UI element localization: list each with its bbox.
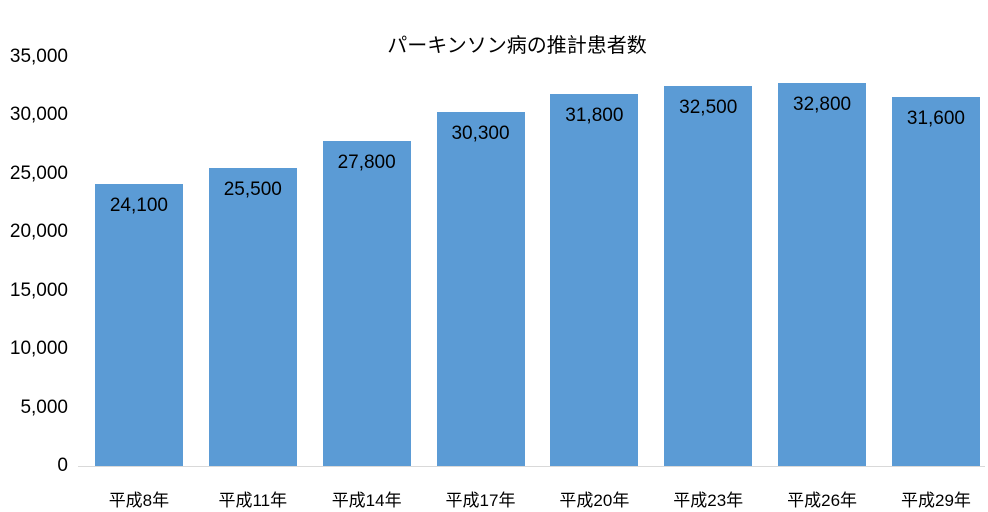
bar-2: 25,500 — [208, 168, 297, 466]
bar-4: 30,300 — [436, 111, 525, 466]
y-tick-label: 20,000 — [9, 221, 68, 243]
x-axis-line — [78, 466, 985, 467]
x-tick-label: 平成17年 — [445, 491, 516, 510]
x-tick-label: 平成20年 — [559, 491, 630, 510]
bar-value-label: 25,500 — [223, 179, 282, 200]
y-tick-label: 15,000 — [9, 279, 68, 301]
bar-value-label: 30,300 — [451, 122, 510, 144]
y-tick-label: 30,000 — [9, 104, 68, 126]
bar-5: 31,800 — [550, 94, 639, 466]
chart-title: パーキンソン病の推計患者数 — [387, 35, 647, 57]
bar-value-label: 27,800 — [337, 152, 396, 174]
bar-1: 24,100 — [94, 184, 183, 466]
x-tick-label: 平成26年 — [787, 491, 858, 510]
bar-7: 32,800 — [778, 82, 867, 466]
bar-value-label: 24,100 — [109, 195, 168, 217]
y-axis: 0 5,000 10,000 15,000 20,000 25,000 30,000 35,0… — [0, 0, 68, 512]
x-tick-label: 平成23年 — [673, 491, 744, 510]
bar-3: 27,800 — [322, 141, 411, 466]
y-tick-label: 0 — [57, 455, 68, 476]
x-tick-label: 平成29年 — [900, 491, 971, 510]
bar-value-label: 31,800 — [565, 105, 624, 127]
y-tick-label: 5,000 — [20, 396, 68, 418]
y-tick-label: 35,000 — [9, 46, 68, 67]
y-tick-label: 25,000 — [9, 162, 68, 184]
bar-value-label: 32,500 — [679, 97, 738, 119]
x-tick-label: 平成11年 — [218, 491, 288, 510]
y-tick-label: 10,000 — [9, 338, 68, 360]
x-tick-label: 平成14年 — [331, 491, 402, 510]
bar-6: 32,500 — [664, 86, 753, 466]
bar-8: 31,600 — [891, 96, 980, 466]
bar-value-label: 31,600 — [906, 107, 965, 129]
bar-value-label: 32,800 — [793, 93, 852, 115]
x-tick-label: 平成8年 — [108, 491, 170, 510]
